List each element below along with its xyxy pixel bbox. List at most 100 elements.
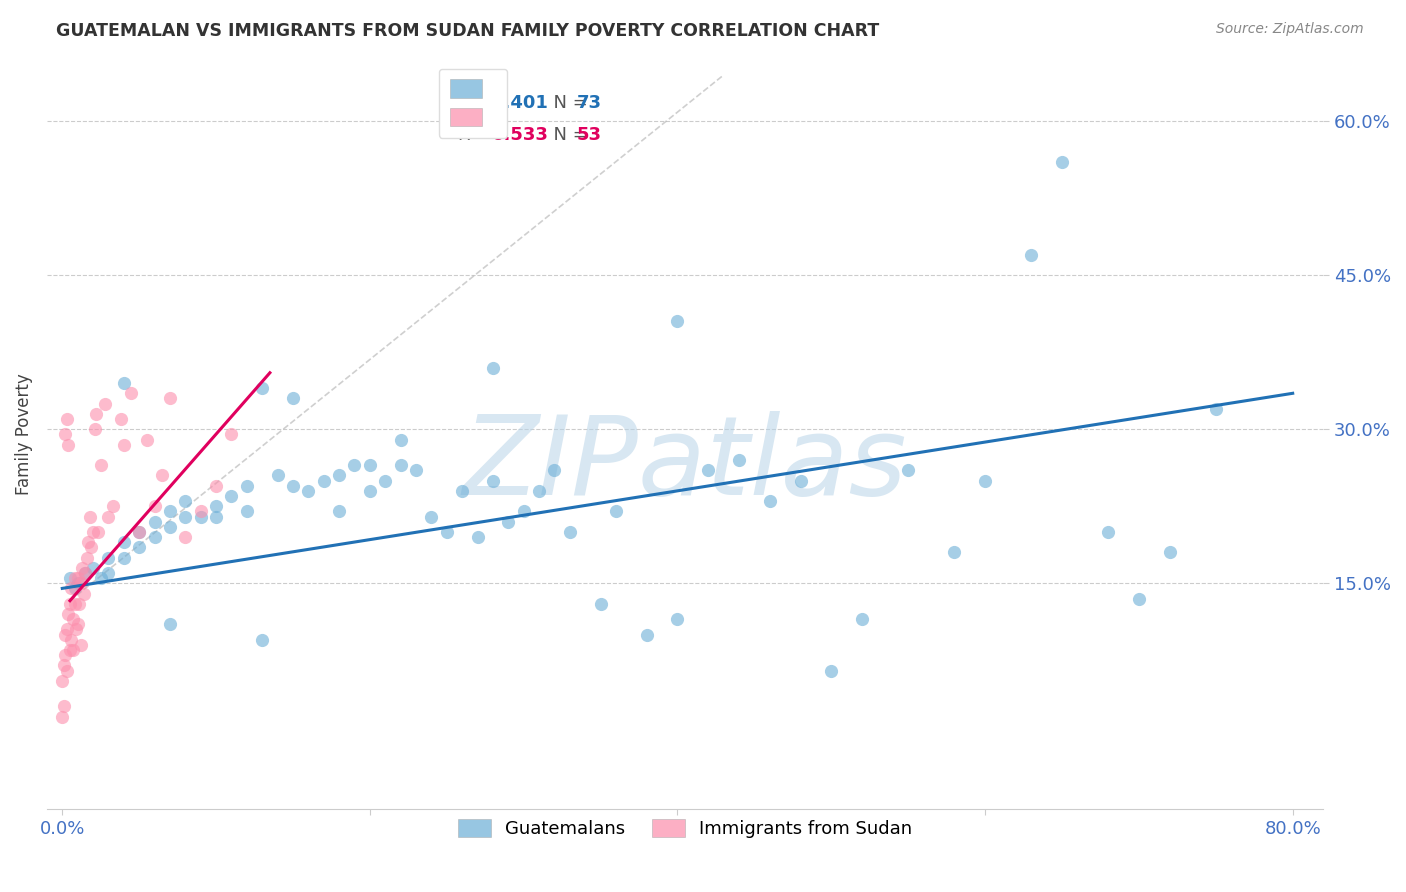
Point [143, 515, 166, 529]
Point [1097, 524, 1119, 539]
Point [128, 524, 150, 539]
Point [758, 494, 780, 508]
Point [343, 458, 366, 472]
Point [110, 412, 132, 426]
Text: N =: N = [543, 126, 593, 144]
Point [128, 524, 150, 539]
Point [52, 699, 75, 714]
Point [1019, 248, 1042, 262]
Point [558, 524, 581, 539]
Point [174, 494, 197, 508]
Point [90, 458, 112, 472]
Point [236, 504, 259, 518]
Point [312, 474, 335, 488]
Y-axis label: Family Poverty: Family Poverty [15, 374, 32, 495]
Point [328, 468, 350, 483]
Point [51, 673, 73, 688]
Point [94, 396, 117, 410]
Point [66, 617, 89, 632]
Point [83, 422, 105, 436]
Point [666, 314, 689, 328]
Point [97, 509, 120, 524]
Point [297, 483, 319, 498]
Point [236, 479, 259, 493]
Point [482, 474, 505, 488]
Point [75, 566, 97, 580]
Point [174, 509, 197, 524]
Point [666, 612, 689, 626]
Point [66, 576, 89, 591]
Point [174, 530, 197, 544]
Point [73, 586, 96, 600]
Point [974, 474, 997, 488]
Point [159, 520, 181, 534]
Point [281, 479, 304, 493]
Point [86, 524, 108, 539]
Point [112, 376, 135, 390]
Point [60, 582, 83, 596]
Point [1205, 401, 1227, 416]
Point [65, 623, 87, 637]
Point [66, 571, 89, 585]
Point [75, 566, 97, 580]
Point [121, 386, 143, 401]
Point [56, 664, 79, 678]
Point [112, 550, 135, 565]
Point [221, 489, 243, 503]
Point [67, 597, 90, 611]
Point [543, 463, 565, 477]
Point [53, 627, 76, 641]
Point [697, 463, 720, 477]
Point [53, 648, 76, 662]
Point [63, 597, 86, 611]
Point [250, 381, 273, 395]
Text: R =: R = [458, 94, 496, 112]
Point [436, 524, 458, 539]
Point [76, 550, 98, 565]
Point [374, 474, 396, 488]
Point [389, 433, 412, 447]
Point [69, 638, 91, 652]
Point [56, 623, 79, 637]
Point [359, 458, 381, 472]
Text: 0.401: 0.401 [491, 94, 548, 112]
Point [97, 550, 120, 565]
Text: ZIPatlas: ZIPatlas [463, 411, 907, 518]
Point [420, 509, 443, 524]
Point [80, 541, 103, 555]
Point [467, 530, 489, 544]
Point [1159, 545, 1181, 559]
Point [221, 427, 243, 442]
Point [789, 474, 811, 488]
Legend: Guatemalans, Immigrants from Sudan: Guatemalans, Immigrants from Sudan [451, 812, 920, 845]
Point [63, 582, 86, 596]
Point [135, 433, 157, 447]
Text: R =: R = [458, 126, 496, 144]
Text: 0.533: 0.533 [491, 126, 548, 144]
Point [205, 500, 228, 514]
Point [328, 504, 350, 518]
Point [69, 576, 91, 591]
Point [84, 407, 107, 421]
Point [62, 643, 84, 657]
Point [59, 643, 82, 657]
Point [97, 566, 120, 580]
Point [205, 479, 228, 493]
Point [359, 483, 381, 498]
Point [72, 561, 94, 575]
Point [150, 468, 173, 483]
Point [512, 504, 534, 518]
Point [159, 504, 181, 518]
Point [482, 360, 505, 375]
Point [59, 597, 82, 611]
Point [897, 463, 920, 477]
Point [51, 710, 73, 724]
Point [62, 612, 84, 626]
Point [82, 524, 104, 539]
Point [143, 500, 166, 514]
Point [1050, 155, 1073, 169]
Point [60, 632, 83, 647]
Point [1128, 591, 1150, 606]
Point [190, 504, 212, 518]
Text: Source: ZipAtlas.com: Source: ZipAtlas.com [1216, 22, 1364, 37]
